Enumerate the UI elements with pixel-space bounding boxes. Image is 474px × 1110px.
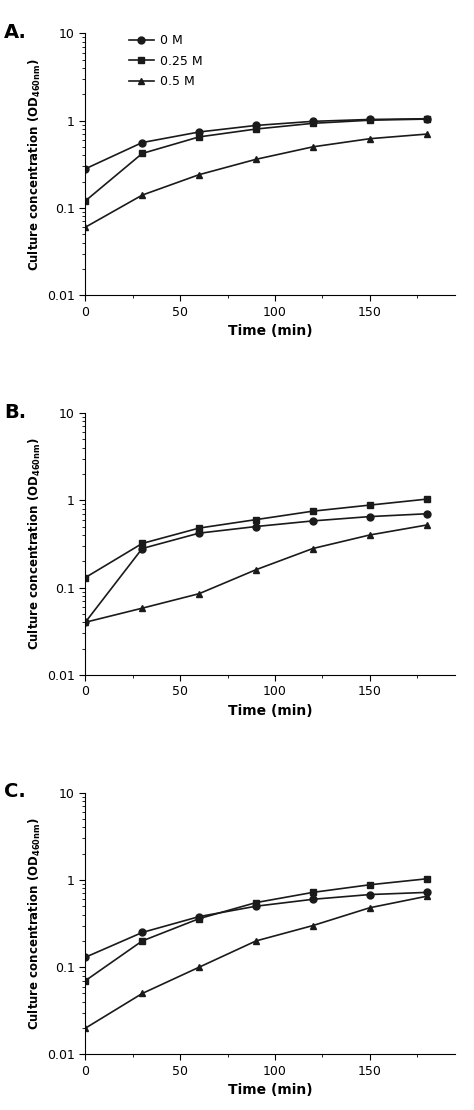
Legend: 0 M, 0.25 M, 0.5 M: 0 M, 0.25 M, 0.5 M xyxy=(128,34,202,89)
0 M xyxy=(196,526,202,539)
0.5 M xyxy=(82,221,88,234)
0 M xyxy=(82,162,88,175)
0.5 M xyxy=(367,528,373,542)
0.25 M xyxy=(310,505,316,518)
0.5 M xyxy=(310,140,316,153)
0 M xyxy=(139,135,145,149)
0 M xyxy=(367,509,373,523)
0.5 M xyxy=(253,935,259,948)
Text: A.: A. xyxy=(4,23,27,42)
0.5 M xyxy=(253,563,259,576)
Line: 0.5 M: 0.5 M xyxy=(82,892,430,1031)
0.25 M xyxy=(139,935,145,948)
0.5 M xyxy=(424,128,429,141)
X-axis label: Time (min): Time (min) xyxy=(228,1083,312,1098)
0.5 M xyxy=(82,1021,88,1035)
0.25 M xyxy=(424,112,429,125)
Line: 0.25 M: 0.25 M xyxy=(82,876,430,985)
0.25 M xyxy=(253,896,259,909)
0 M xyxy=(424,507,429,521)
0.25 M xyxy=(310,886,316,899)
0.5 M xyxy=(424,518,429,532)
0 M xyxy=(424,886,429,899)
0 M xyxy=(139,926,145,939)
0.5 M xyxy=(424,889,429,902)
0.25 M xyxy=(139,147,145,160)
0.25 M xyxy=(367,498,373,512)
Line: 0.5 M: 0.5 M xyxy=(82,131,430,231)
0.5 M xyxy=(139,602,145,615)
Line: 0 M: 0 M xyxy=(82,115,430,172)
0.25 M xyxy=(367,113,373,127)
0 M xyxy=(367,113,373,127)
0.25 M xyxy=(82,194,88,208)
Y-axis label: Culture concentration ($\mathregular{OD_{460nm}}$): Culture concentration ($\mathregular{OD_… xyxy=(27,58,43,271)
Y-axis label: Culture concentration ($\mathregular{OD_{460nm}}$): Culture concentration ($\mathregular{OD_… xyxy=(27,437,43,650)
Line: 0 M: 0 M xyxy=(82,511,430,626)
0 M xyxy=(424,112,429,125)
0.5 M xyxy=(253,153,259,166)
0.25 M xyxy=(367,878,373,891)
0 M xyxy=(196,125,202,139)
0.25 M xyxy=(424,872,429,886)
Line: 0 M: 0 M xyxy=(82,889,430,961)
0.5 M xyxy=(310,919,316,932)
0 M xyxy=(310,114,316,128)
0.5 M xyxy=(139,987,145,1000)
0.25 M xyxy=(196,130,202,143)
0 M xyxy=(310,892,316,906)
0.25 M xyxy=(424,493,429,506)
0.25 M xyxy=(310,117,316,130)
Text: B.: B. xyxy=(4,403,26,422)
0 M xyxy=(82,616,88,629)
0.5 M xyxy=(367,901,373,915)
0.5 M xyxy=(310,542,316,555)
0 M xyxy=(82,950,88,963)
Text: C.: C. xyxy=(4,783,26,801)
0 M xyxy=(253,899,259,912)
0.25 M xyxy=(82,571,88,584)
Line: 0.25 M: 0.25 M xyxy=(82,115,430,204)
0.25 M xyxy=(253,122,259,135)
0.5 M xyxy=(139,189,145,202)
0.25 M xyxy=(82,975,88,988)
Y-axis label: Culture concentration ($\mathregular{OD_{460nm}}$): Culture concentration ($\mathregular{OD_… xyxy=(27,817,43,1030)
0.5 M xyxy=(367,132,373,145)
0.5 M xyxy=(196,960,202,973)
0 M xyxy=(253,119,259,132)
0.5 M xyxy=(196,168,202,181)
0.25 M xyxy=(196,912,202,926)
X-axis label: Time (min): Time (min) xyxy=(228,704,312,718)
X-axis label: Time (min): Time (min) xyxy=(228,324,312,339)
0.25 M xyxy=(253,513,259,526)
0 M xyxy=(139,542,145,555)
0.25 M xyxy=(196,522,202,535)
0 M xyxy=(310,514,316,527)
0.5 M xyxy=(82,616,88,629)
0.5 M xyxy=(196,587,202,601)
0 M xyxy=(367,888,373,901)
0 M xyxy=(196,910,202,924)
Line: 0.25 M: 0.25 M xyxy=(82,496,430,581)
0.25 M xyxy=(139,537,145,551)
Line: 0.5 M: 0.5 M xyxy=(82,522,430,626)
0 M xyxy=(253,519,259,533)
